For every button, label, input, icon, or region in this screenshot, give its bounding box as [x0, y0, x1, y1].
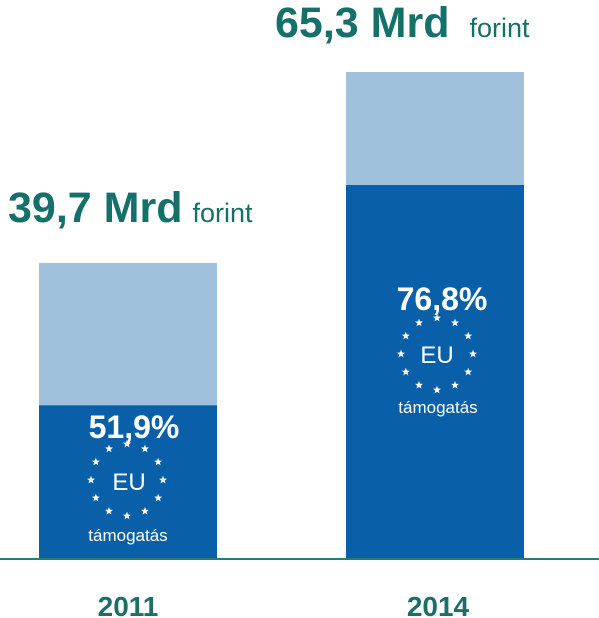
eu-stars-icon-2011	[87, 439, 167, 520]
star-icon	[105, 444, 113, 453]
star-icon	[91, 457, 100, 466]
star-icon	[91, 493, 100, 502]
star-icon	[415, 318, 423, 327]
bar-eu-share-2014	[346, 184, 524, 559]
star-icon	[451, 318, 459, 327]
star-icon	[415, 380, 423, 389]
star-icon	[469, 349, 477, 358]
total-unit-2011: forint	[192, 198, 253, 228]
star-icon	[451, 380, 459, 389]
support-label-2014: támogatás	[398, 398, 477, 417]
star-icon	[401, 331, 410, 340]
bar-eu-share-2011	[39, 405, 217, 559]
eu-label-2014: EU	[420, 342, 453, 369]
total-label-2011: 39,7 Mrd forint	[8, 184, 253, 232]
eu-stars-icon-2014	[397, 313, 477, 394]
total-unit-2014: forint	[469, 13, 530, 43]
star-icon	[141, 506, 149, 515]
star-icon	[141, 444, 149, 453]
star-icon	[433, 385, 441, 394]
star-icon	[87, 475, 95, 484]
star-icon	[105, 506, 113, 515]
star-icon	[397, 349, 405, 358]
eu-share-percent-2011: 51,9%	[89, 409, 180, 445]
eu-share-percent-2014: 76,8%	[397, 281, 488, 317]
star-icon	[123, 511, 131, 520]
star-icon	[159, 475, 167, 484]
star-icon	[154, 493, 163, 502]
star-icon	[401, 367, 410, 376]
total-value-2011: 39,7 Mrd	[8, 184, 182, 232]
star-icon	[433, 313, 441, 322]
eu-label-2011: EU	[112, 469, 145, 496]
star-icon	[464, 367, 473, 376]
star-icon	[154, 457, 163, 466]
star-icon	[464, 331, 473, 340]
year-label-2011: 2011	[98, 591, 159, 618]
year-label-2014: 2014	[407, 591, 470, 618]
star-icon	[123, 439, 131, 448]
support-label-2011: támogatás	[88, 526, 167, 545]
total-label-2014: 65,3 Mrd forint	[275, 0, 530, 47]
bars-layer	[39, 72, 524, 559]
total-value-2014: 65,3 Mrd	[275, 0, 449, 47]
